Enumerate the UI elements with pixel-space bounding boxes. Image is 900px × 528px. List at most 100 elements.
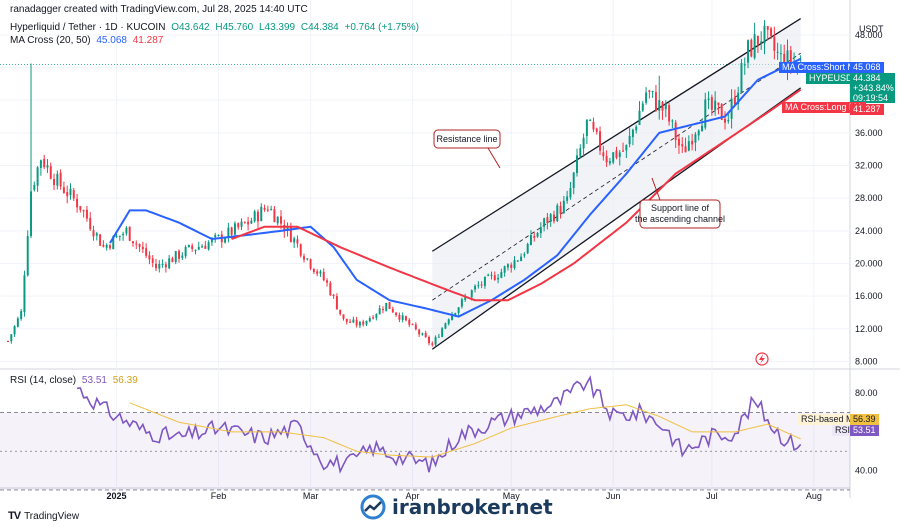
- candle-body: [296, 239, 299, 244]
- candle-body: [266, 209, 269, 211]
- candle-body: [595, 128, 598, 132]
- long-ma-tag-label: MA Cross:Long MA: [782, 102, 866, 113]
- candle-body: [549, 214, 552, 222]
- tradingview-brand-text: TradingView: [24, 510, 80, 522]
- candle-body: [582, 137, 585, 149]
- candle-body: [770, 28, 773, 36]
- candle-body: [714, 100, 717, 111]
- candle-body: [131, 241, 134, 244]
- time-tick-label: Mar: [303, 491, 319, 501]
- candle-body: [306, 258, 309, 260]
- support-callout-pointer: [651, 177, 661, 201]
- candle-body: [664, 104, 667, 110]
- candle-body: [210, 238, 213, 243]
- candle-body: [592, 121, 595, 130]
- candle-body: [628, 135, 631, 145]
- candle-body: [543, 218, 546, 227]
- candle-body: [128, 226, 131, 241]
- candle-body: [197, 246, 200, 250]
- ma-short-value: 45.068: [96, 35, 127, 46]
- candle-body: [115, 236, 118, 238]
- candle-body: [523, 254, 526, 256]
- candle-body: [428, 337, 430, 344]
- candle-body: [164, 264, 167, 268]
- candle-body: [569, 188, 572, 198]
- candle-body: [381, 309, 384, 311]
- tradingview-brand[interactable]: TV TradingView: [8, 510, 79, 522]
- candle-body: [766, 26, 769, 30]
- open-value: O43.642: [171, 22, 210, 33]
- candle-body: [612, 152, 615, 163]
- candle-body: [608, 161, 611, 164]
- candle-body: [398, 314, 401, 320]
- rsi-label: RSI (14, close): [10, 375, 77, 386]
- candle-body: [740, 63, 743, 93]
- candle-body: [326, 280, 329, 283]
- candle-body: [779, 53, 782, 55]
- price-tick-label: 20.000: [855, 258, 883, 268]
- candle-body: [33, 184, 36, 190]
- attribution-line: ranadagger created with TradingView.com,…: [10, 4, 311, 16]
- candle-body: [520, 256, 523, 262]
- candle-body: [79, 206, 82, 211]
- candle-body: [424, 332, 427, 338]
- candle-body: [161, 263, 164, 265]
- price-tag-percent: +343.84%: [853, 83, 894, 93]
- time-tick-label: Jul: [706, 491, 718, 501]
- candle-body: [316, 271, 319, 274]
- candle-body: [362, 321, 365, 325]
- candle-body: [99, 234, 102, 246]
- candle-body: [684, 146, 687, 153]
- candle-body: [151, 258, 154, 263]
- candle-body: [230, 227, 233, 235]
- candle-body: [457, 307, 460, 314]
- candle-body: [418, 329, 421, 335]
- rsi-legend[interactable]: RSI (14, close) 53.51 56.39: [10, 375, 141, 387]
- price-tag: 44.384 +343.84% 09:19:54: [850, 73, 895, 103]
- candle-body: [506, 264, 509, 268]
- candle-body: [141, 246, 144, 250]
- candle-body: [92, 230, 95, 237]
- candle-body: [49, 166, 52, 179]
- candle-body: [256, 211, 259, 222]
- candle-body: [529, 235, 532, 245]
- candle-body: [710, 97, 713, 110]
- candle-body: [444, 323, 447, 329]
- candle-body: [411, 324, 414, 326]
- candle-body: [677, 138, 680, 146]
- support-callout-text: the ascending channel: [635, 214, 725, 224]
- resistance-callout-text: Resistance line: [436, 134, 497, 144]
- close-value: C44.384: [300, 22, 339, 33]
- candle-body: [539, 227, 542, 234]
- candle-body: [490, 274, 493, 276]
- price-tick-label: 16.000: [855, 291, 883, 301]
- candle-body: [375, 314, 378, 318]
- candle-body: [76, 198, 79, 208]
- candle-body: [204, 245, 207, 249]
- candle-body: [483, 276, 486, 286]
- candle-body: [89, 217, 92, 230]
- candle-body: [697, 130, 700, 136]
- candle-body: [59, 172, 62, 187]
- candle-body: [674, 122, 677, 141]
- candle-body: [385, 302, 388, 311]
- candle-body: [10, 334, 13, 342]
- candle-body: [786, 50, 789, 72]
- candle-body: [493, 275, 496, 281]
- candle-body: [431, 343, 434, 345]
- candle-body: [171, 258, 174, 263]
- time-tick-label: May: [503, 491, 521, 501]
- rsi-tag-value: 53.51: [850, 425, 879, 436]
- candle-body: [335, 296, 338, 310]
- candle-body: [293, 238, 296, 243]
- resistance-callout: [433, 129, 501, 149]
- candle-body: [421, 333, 424, 335]
- ma-legend[interactable]: MA Cross (20, 50) 45.068 41.287: [10, 35, 166, 47]
- currency-label: USDT: [859, 24, 884, 34]
- candle-body: [253, 211, 256, 222]
- candle-body: [654, 92, 657, 111]
- candle-body: [43, 158, 46, 168]
- price-tick-label: 28.000: [855, 193, 883, 203]
- candle-body: [589, 119, 592, 121]
- symbol-legend[interactable]: Hyperliquid / Tether · 1D · KUCOIN O43.6…: [10, 22, 422, 34]
